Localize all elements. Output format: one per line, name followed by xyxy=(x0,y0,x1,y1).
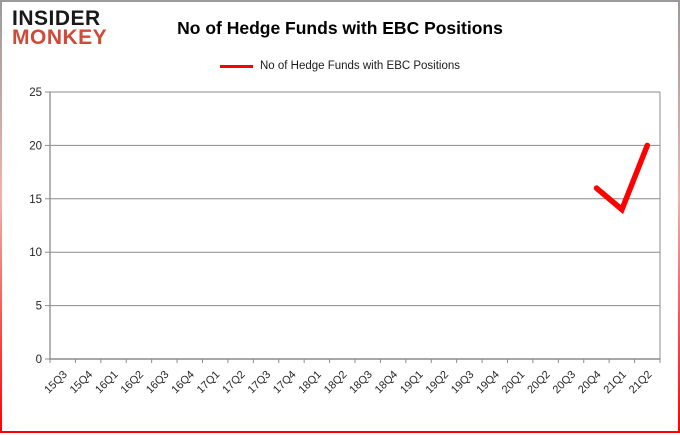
legend-line-swatch xyxy=(219,64,253,68)
chart-legend: No of Hedge Funds with EBC Positions xyxy=(2,60,678,72)
x-axis-tick-label: 16Q3 xyxy=(144,369,172,397)
x-axis-tick-label: 19Q4 xyxy=(474,369,502,397)
y-axis-tick-label: 20 xyxy=(29,140,42,152)
logo-line2: MONKEY xyxy=(12,26,108,50)
x-axis-tick-label: 18Q3 xyxy=(347,369,375,397)
x-axis-tick-label: 16Q1 xyxy=(93,369,121,397)
x-axis-tick-label: 18Q4 xyxy=(373,369,401,397)
legend-label: No of Hedge Funds with EBC Positions xyxy=(259,60,461,72)
x-axis-tick-label: 16Q4 xyxy=(169,369,197,397)
x-axis-tick-label: 17Q4 xyxy=(271,369,299,397)
x-axis-tick-label: 18Q1 xyxy=(296,369,324,397)
x-axis-tick-label: 17Q3 xyxy=(246,369,274,397)
y-axis-tick-label: 0 xyxy=(36,354,42,366)
x-axis-tick-label: 20Q2 xyxy=(525,369,553,397)
x-axis-tick-label: 19Q1 xyxy=(398,369,426,397)
x-axis-tick-label: 18Q2 xyxy=(322,369,350,397)
x-axis-tick-label: 20Q3 xyxy=(551,369,579,397)
x-axis-tick-label: 15Q3 xyxy=(42,369,70,397)
x-axis-tick-label: 19Q2 xyxy=(424,369,452,397)
logo-line1: INSIDER xyxy=(12,7,101,30)
x-axis-tick-label: 20Q1 xyxy=(500,369,528,397)
y-axis-tick-label: 5 xyxy=(36,301,42,313)
x-axis-tick-label: 17Q1 xyxy=(195,369,223,397)
x-axis-tick-label: 21Q1 xyxy=(601,369,629,397)
chart-title: No of Hedge Funds with EBC Positions xyxy=(177,18,503,38)
x-axis-tick-label: 16Q2 xyxy=(119,369,147,397)
x-axis-tick-label: 21Q2 xyxy=(627,369,655,397)
x-axis-tick-label: 20Q4 xyxy=(576,369,604,397)
y-axis-tick-label: 25 xyxy=(29,87,42,99)
x-axis-tick-label: 17Q2 xyxy=(220,369,248,397)
y-axis-tick-label: 10 xyxy=(29,247,42,259)
series-line xyxy=(593,142,651,215)
insider-monkey-logo: INSIDER MONKEY xyxy=(12,7,108,50)
y-axis-tick-label: 15 xyxy=(29,194,42,206)
x-axis-tick-label: 15Q4 xyxy=(68,369,96,397)
x-axis-tick-label: 19Q3 xyxy=(449,369,477,397)
